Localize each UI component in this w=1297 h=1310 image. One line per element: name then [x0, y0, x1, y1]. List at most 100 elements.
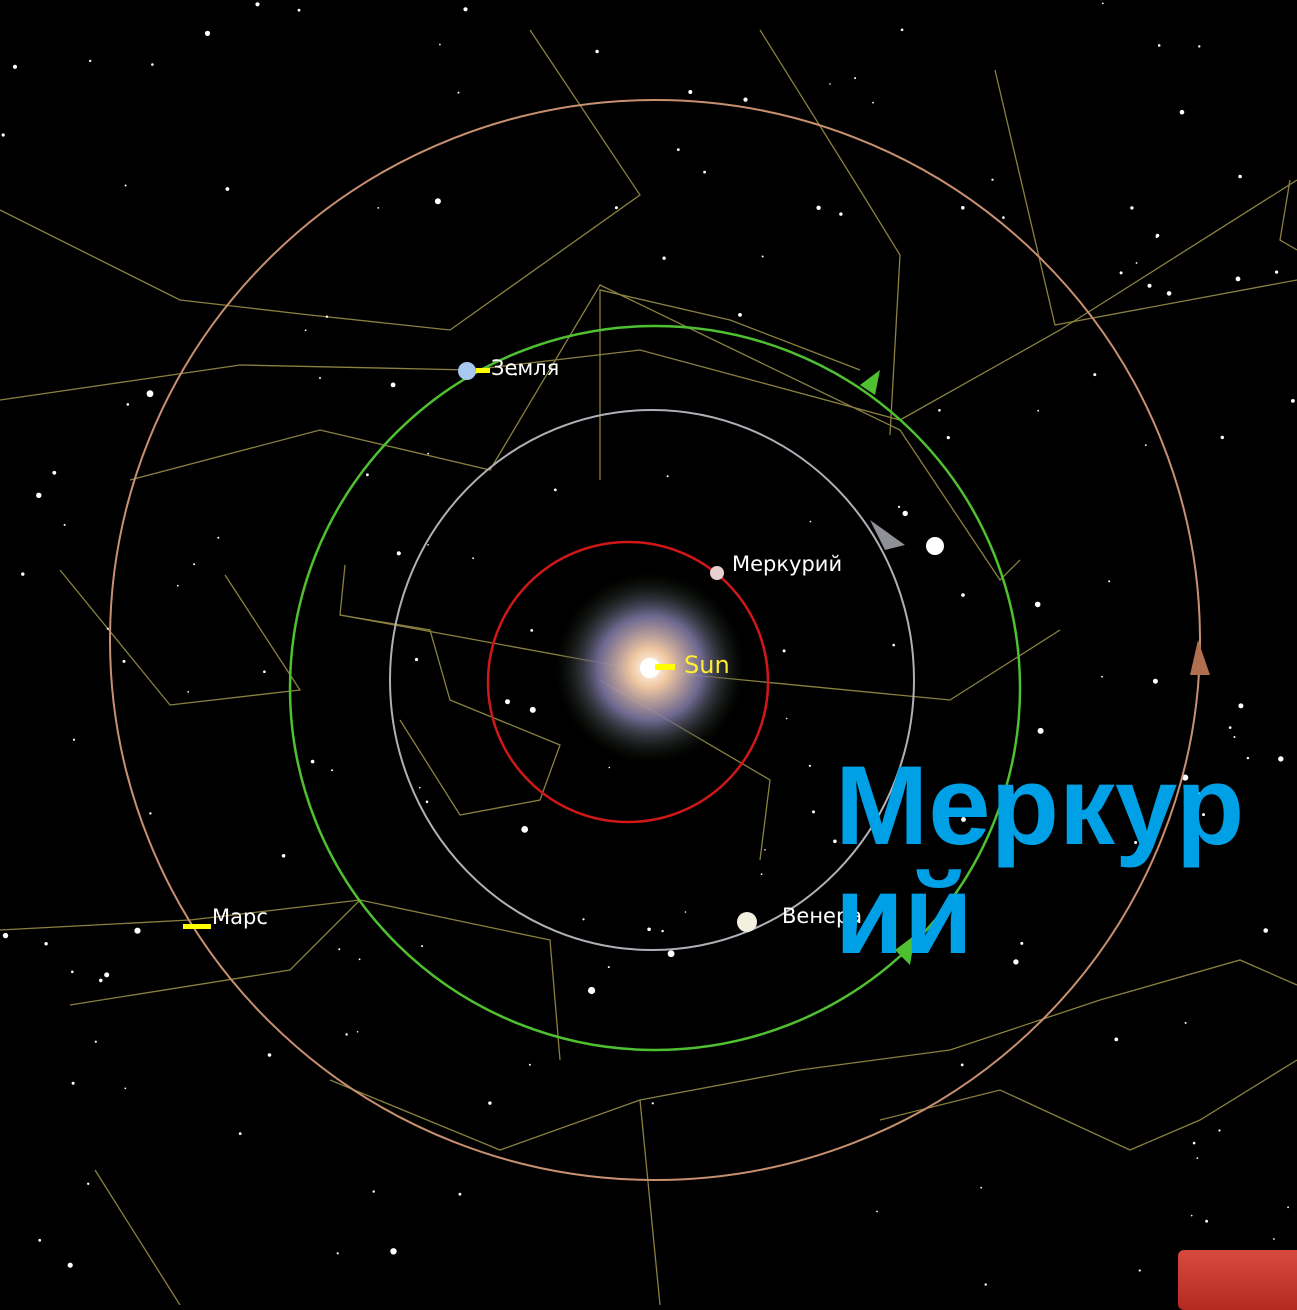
- star: [1205, 1220, 1208, 1223]
- star: [588, 987, 595, 994]
- star: [961, 206, 965, 210]
- star: [1273, 1238, 1275, 1240]
- earth: [458, 362, 476, 380]
- star: [359, 958, 361, 960]
- star: [71, 971, 74, 974]
- star: [764, 849, 766, 851]
- page: Sun Земля Меркурий Венера Марс Меркурий …: [0, 0, 1297, 1305]
- star: [1236, 277, 1241, 282]
- star: [1196, 1157, 1198, 1159]
- star: [337, 1252, 339, 1254]
- star: [1114, 1038, 1118, 1042]
- star: [1035, 602, 1041, 608]
- star: [1185, 1022, 1187, 1024]
- star: [463, 7, 467, 11]
- constellation-line: [60, 570, 300, 705]
- star: [239, 1132, 242, 1135]
- star: [1130, 206, 1133, 209]
- star: [21, 572, 24, 575]
- star: [876, 1211, 878, 1213]
- nav-button[interactable]: [1178, 1250, 1297, 1310]
- constellation-line: [640, 1100, 660, 1305]
- star: [426, 801, 429, 804]
- moon: [926, 537, 944, 555]
- mars-label: Марс: [212, 905, 268, 929]
- star: [1238, 703, 1243, 708]
- star: [595, 50, 598, 53]
- star: [530, 629, 533, 632]
- star: [1145, 444, 1147, 446]
- star: [505, 699, 510, 704]
- star: [903, 511, 908, 516]
- star: [149, 812, 151, 814]
- star: [472, 557, 474, 559]
- star: [1291, 399, 1295, 403]
- star: [488, 1101, 491, 1104]
- star: [458, 92, 460, 94]
- star: [268, 1053, 272, 1057]
- sun-label: Sun: [684, 651, 730, 679]
- star: [421, 945, 423, 947]
- star: [1167, 291, 1172, 296]
- star: [872, 102, 874, 104]
- star: [73, 739, 75, 741]
- star: [661, 930, 663, 932]
- star: [1180, 110, 1185, 115]
- star: [377, 207, 379, 209]
- star: [459, 1193, 462, 1196]
- star: [582, 918, 584, 920]
- star: [667, 475, 669, 477]
- star: [326, 316, 328, 318]
- star: [991, 179, 993, 181]
- constellation-line: [1280, 180, 1297, 250]
- star: [415, 658, 418, 661]
- mercury: [710, 566, 724, 580]
- star: [1275, 271, 1278, 274]
- star: [52, 471, 56, 475]
- star: [1101, 676, 1103, 678]
- star: [529, 1064, 531, 1066]
- star: [1287, 1206, 1289, 1208]
- star: [36, 493, 41, 498]
- constellation-line: [0, 180, 1297, 420]
- star: [319, 377, 321, 379]
- star: [13, 65, 17, 69]
- star: [205, 31, 210, 36]
- star: [809, 765, 811, 767]
- star: [839, 212, 842, 215]
- star: [217, 537, 219, 539]
- star: [1158, 44, 1161, 47]
- star: [123, 660, 126, 663]
- star: [177, 585, 179, 587]
- star: [345, 1033, 347, 1035]
- star: [1120, 271, 1123, 274]
- star: [1234, 736, 1236, 738]
- star: [668, 950, 675, 957]
- star: [652, 1102, 654, 1104]
- star: [703, 171, 706, 174]
- star: [947, 436, 950, 439]
- star: [898, 506, 900, 508]
- constellation-line: [880, 1060, 1297, 1150]
- star: [854, 77, 856, 79]
- star: [427, 453, 429, 455]
- star: [226, 187, 230, 191]
- star: [263, 670, 266, 673]
- star: [829, 83, 831, 85]
- star: [298, 9, 301, 12]
- star: [1198, 45, 1200, 47]
- star: [1038, 728, 1044, 734]
- star: [107, 628, 109, 630]
- constellation-line: [995, 70, 1297, 325]
- star: [87, 1183, 89, 1185]
- star: [761, 873, 763, 875]
- star: [357, 1031, 359, 1033]
- star: [609, 767, 611, 769]
- star: [390, 1248, 396, 1254]
- star: [338, 948, 340, 950]
- star: [1108, 580, 1110, 582]
- mars-marker: [183, 924, 211, 929]
- orbit-node: [870, 520, 905, 550]
- star: [1102, 3, 1104, 5]
- star: [662, 257, 665, 260]
